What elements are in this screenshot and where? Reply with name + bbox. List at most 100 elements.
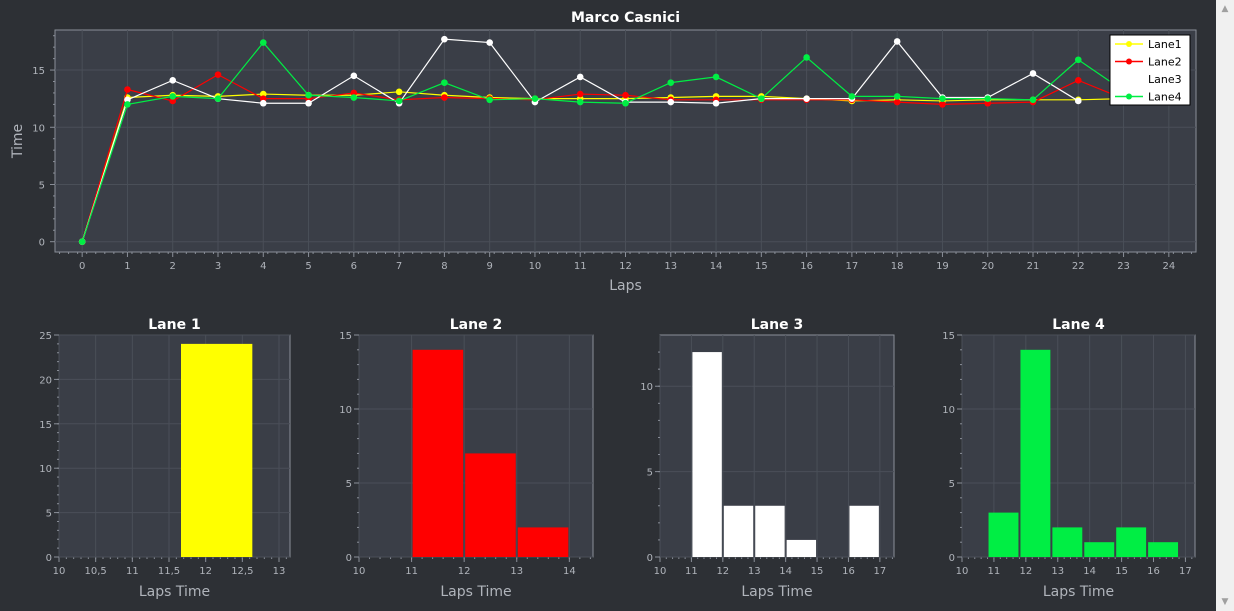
triangle-up-icon[interactable]: ▲ xyxy=(1221,4,1229,14)
line-xtick-label: 3 xyxy=(215,261,221,272)
series-point-lane4 xyxy=(848,93,856,100)
series-point-lane4 xyxy=(169,93,177,100)
triangle-down-icon[interactable]: ▼ xyxy=(1221,597,1229,607)
series-point-lane3 xyxy=(169,77,177,84)
line-x-axis-label: Laps xyxy=(609,278,642,294)
lane4-ytick-label: 5 xyxy=(949,479,955,490)
series-point-lane4 xyxy=(984,95,992,102)
series-point-lane3 xyxy=(259,99,267,107)
lane4-xtick-label: 15 xyxy=(1115,566,1128,577)
lane4-ytick-label: 0 xyxy=(949,553,955,564)
lane2-ytick-label: 15 xyxy=(339,331,352,342)
lane3-xtick-label: 10 xyxy=(654,566,667,577)
series-line-lane4 xyxy=(81,41,1124,242)
legend-label-lane4: Lane4 xyxy=(1148,91,1182,104)
line-xtick-label: 12 xyxy=(619,261,632,272)
legend-marker-lane4 xyxy=(1126,93,1132,100)
series-point-lane4 xyxy=(486,96,493,104)
series-point-lane4 xyxy=(395,97,403,105)
lane4-xtick-label: 16 xyxy=(1147,566,1160,577)
series-point-lane3 xyxy=(667,98,675,106)
lane3-xtick-label: 16 xyxy=(842,566,855,577)
lane3-bar xyxy=(755,505,785,557)
series-point-lane2 xyxy=(350,89,358,97)
series-point-lane2 xyxy=(124,86,131,93)
series-line-lane2 xyxy=(81,73,1124,242)
lane4-bar xyxy=(1052,527,1083,557)
lane4-xtick-label: 14 xyxy=(1083,566,1096,577)
lane4-ytick-label: 10 xyxy=(942,405,955,416)
line-xtick-label: 19 xyxy=(936,261,949,272)
lane1-ytick-label: 25 xyxy=(39,331,52,342)
series-point-lane3 xyxy=(803,95,810,102)
lane4-ytick-label: 15 xyxy=(942,331,955,342)
series-point-lane4 xyxy=(758,95,765,102)
lane1-xtick-label: 11,5 xyxy=(158,566,180,577)
series-point-lane2 xyxy=(622,91,629,99)
lane1-xtick-label: 10,5 xyxy=(85,566,107,577)
lane3-ytick-label: 5 xyxy=(647,468,653,479)
legend-label-lane1: Lane1 xyxy=(1148,38,1182,51)
series-point-lane2 xyxy=(939,101,946,108)
lane4-bar xyxy=(1084,542,1115,557)
vertical-scrollbar[interactable]: ▲ ▼ xyxy=(1216,0,1234,611)
lane1-xtick-label: 12,5 xyxy=(231,566,253,577)
line-xtick-label: 10 xyxy=(529,261,542,272)
series-point-lane4 xyxy=(441,79,448,86)
lane1-ytick-label: 5 xyxy=(46,509,52,520)
lane3-bar xyxy=(786,539,817,557)
series-point-lane4 xyxy=(893,93,901,100)
lane1-title: Lane 1 xyxy=(148,317,200,333)
lane2-xtick-label: 11 xyxy=(405,566,418,577)
line-ytick-label: 15 xyxy=(32,66,45,77)
series-point-lane2 xyxy=(1074,77,1082,84)
lane3-bar xyxy=(692,352,722,557)
legend-marker-lane1 xyxy=(1126,41,1132,47)
series-point-lane2 xyxy=(214,71,222,78)
line-xtick-label: 0 xyxy=(79,261,85,272)
lane4-bar xyxy=(1148,542,1179,557)
line-ytick-label: 5 xyxy=(39,180,45,191)
line-xtick-label: 15 xyxy=(755,261,768,272)
line-xtick-label: 13 xyxy=(664,261,677,272)
series-point-lane3 xyxy=(486,39,493,46)
line-xtick-label: 8 xyxy=(441,261,447,272)
lane3-xtick-label: 11 xyxy=(685,566,698,577)
lane3-xtick-label: 17 xyxy=(873,566,886,577)
line-xtick-label: 14 xyxy=(710,261,723,272)
legend-label-lane2: Lane2 xyxy=(1148,56,1182,69)
series-point-lane1 xyxy=(259,90,267,98)
series-point-lane4 xyxy=(803,54,810,61)
legend-label-lane3: Lane3 xyxy=(1148,73,1182,86)
lane1-plot-area xyxy=(58,334,291,558)
series-point-lane3 xyxy=(1074,97,1082,105)
series-point-lane2 xyxy=(441,94,448,101)
lane3-xtick-label: 15 xyxy=(811,566,824,577)
lane2-ytick-label: 5 xyxy=(346,479,352,490)
lane4-bar xyxy=(1116,527,1147,557)
series-point-lane1 xyxy=(395,88,403,96)
lane2-bar xyxy=(517,527,569,557)
series-point-lane3 xyxy=(712,99,720,107)
lane1-ytick-label: 0 xyxy=(46,553,52,564)
series-point-lane3 xyxy=(305,99,312,107)
lane4-bar xyxy=(988,512,1019,557)
line-xtick-label: 22 xyxy=(1072,261,1085,272)
series-point-lane4 xyxy=(531,95,539,102)
lane1-bar xyxy=(181,343,253,557)
series-point-lane2 xyxy=(893,98,901,106)
series-point-lane3 xyxy=(124,96,131,104)
line-ytick-label: 0 xyxy=(39,238,45,249)
lane2-bar xyxy=(465,453,516,557)
series-point-lane4 xyxy=(214,95,222,102)
lane4-x-axis-label: Laps Time xyxy=(1043,584,1114,600)
lane3-ytick-label: 0 xyxy=(647,553,653,564)
line-xtick-label: 24 xyxy=(1162,261,1175,272)
line-chart-title: Marco Casnici xyxy=(571,10,680,26)
lane2-bar xyxy=(412,349,464,557)
series-point-lane2 xyxy=(169,97,177,105)
lane4-bar xyxy=(1020,349,1051,557)
lane1-ytick-label: 15 xyxy=(39,420,52,431)
line-xtick-label: 9 xyxy=(486,261,492,272)
